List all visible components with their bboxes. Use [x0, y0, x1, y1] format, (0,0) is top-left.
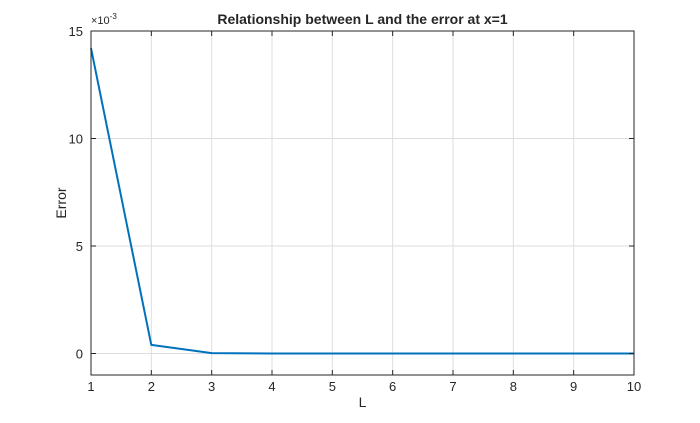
x-tick-label: 3 [208, 379, 215, 394]
y-axis-label: Error [53, 187, 69, 218]
x-tick-label: 5 [329, 379, 336, 394]
plot-frame [90, 30, 635, 376]
x-tick-label: 10 [627, 379, 641, 394]
y-axis-multiplier-base: ×10 [91, 15, 110, 27]
x-axis-label: L [359, 394, 367, 410]
x-tick-label: 9 [570, 379, 577, 394]
x-tick-label: 7 [449, 379, 456, 394]
x-tick-label: 1 [87, 379, 94, 394]
ticks [90, 30, 635, 375]
x-tick-label: 4 [268, 379, 275, 394]
chart-title: Relationship between L and the error at … [217, 11, 508, 27]
y-tick-label: 10 [69, 132, 83, 147]
y-tick-label: 15 [69, 24, 83, 39]
y-axis-multiplier: ×10-3 [91, 12, 117, 27]
y-tick-label: 5 [76, 239, 83, 254]
series-line [90, 48, 634, 355]
y-axis-multiplier-exponent: -3 [110, 12, 118, 21]
y-tick-label: 0 [76, 347, 83, 362]
grid [91, 31, 634, 375]
x-tick-label: 2 [148, 379, 155, 394]
series-layer [90, 48, 635, 355]
x-tick-label: 8 [510, 379, 517, 394]
x-tick-label: 6 [389, 379, 396, 394]
tick-labels: 1 2 3 4 5 6 7 8 9 10 0 5 10 15 [69, 24, 642, 394]
